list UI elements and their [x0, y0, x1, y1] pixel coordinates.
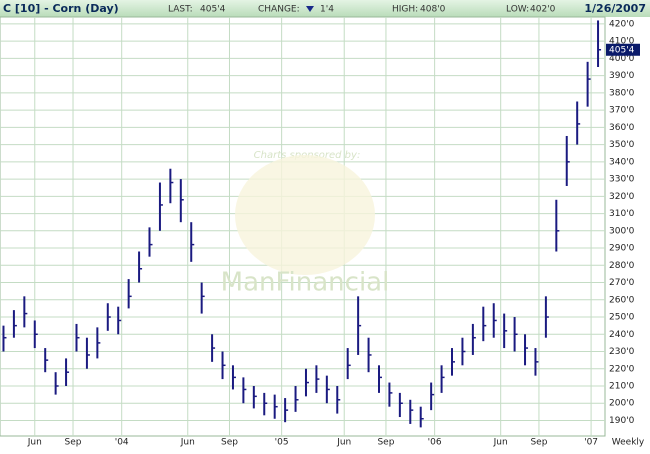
down-arrow	[306, 6, 314, 12]
low-label: LOW:	[506, 5, 529, 15]
x-tick-label: Jun	[180, 438, 195, 448]
x-tick-label: '04	[115, 438, 129, 448]
sponsor-logo	[235, 155, 375, 275]
y-tick-label: 270'0	[609, 278, 635, 288]
change-label: CHANGE:	[258, 5, 300, 15]
y-tick-label: 330'0	[609, 175, 635, 185]
change: 1'4	[320, 5, 334, 15]
high-label: HIGH:	[392, 5, 418, 15]
symbol: C [10] - Corn (Day)	[3, 2, 119, 15]
header-bar	[0, 0, 650, 17]
low: 402'0	[530, 5, 556, 15]
y-tick-label: 280'0	[609, 261, 635, 271]
x-tick-label: Jun	[336, 438, 351, 448]
y-tick-label: 370'0	[609, 106, 635, 116]
y-tick-label: 200'0	[609, 399, 635, 409]
y-tick-label: 380'0	[609, 88, 635, 98]
x-tick-label: '07	[584, 438, 598, 448]
last-price-box	[606, 43, 640, 56]
y-tick-label: 210'0	[609, 381, 635, 391]
x-period: Weekly	[612, 438, 645, 448]
x-tick-label: Sep	[65, 438, 82, 448]
last-price-label: 405'4	[609, 45, 635, 55]
y-tick-label: 220'0	[609, 364, 635, 374]
y-tick-label: 340'0	[609, 157, 635, 167]
x-tick-label: Sep	[530, 438, 547, 448]
x-tick-label: Jun	[493, 438, 508, 448]
y-tick-label: 240'0	[609, 330, 635, 340]
y-tick-label: 260'0	[609, 295, 635, 305]
y-tick-label: 350'0	[609, 140, 635, 150]
y-tick-label: 320'0	[609, 192, 635, 202]
x-tick-label: '06	[428, 438, 442, 448]
y-tick-label: 390'0	[609, 71, 635, 81]
y-tick-label: 400'0	[609, 54, 635, 64]
y-tick-label: 420'0	[609, 19, 635, 29]
y-tick-label: 290'0	[609, 244, 635, 254]
last: 405'4	[200, 5, 226, 15]
last-label: LAST:	[168, 5, 193, 15]
y-tick-label: 190'0	[609, 416, 635, 426]
date: 1/26/2007	[584, 2, 646, 15]
y-tick-label: 410'0	[609, 37, 635, 47]
x-tick-label: Jun	[27, 438, 42, 448]
x-tick-label: Sep	[377, 438, 394, 448]
sponsor: ManFinancial	[221, 268, 390, 298]
y-tick-label: 300'0	[609, 226, 635, 236]
y-tick-label: 250'0	[609, 313, 635, 323]
x-tick-label: Sep	[221, 438, 238, 448]
y-tick-label: 360'0	[609, 123, 635, 133]
y-tick-label: 310'0	[609, 209, 635, 219]
high: 408'0	[420, 5, 446, 15]
x-tick-label: '05	[275, 438, 289, 448]
y-tick-label: 230'0	[609, 347, 635, 357]
